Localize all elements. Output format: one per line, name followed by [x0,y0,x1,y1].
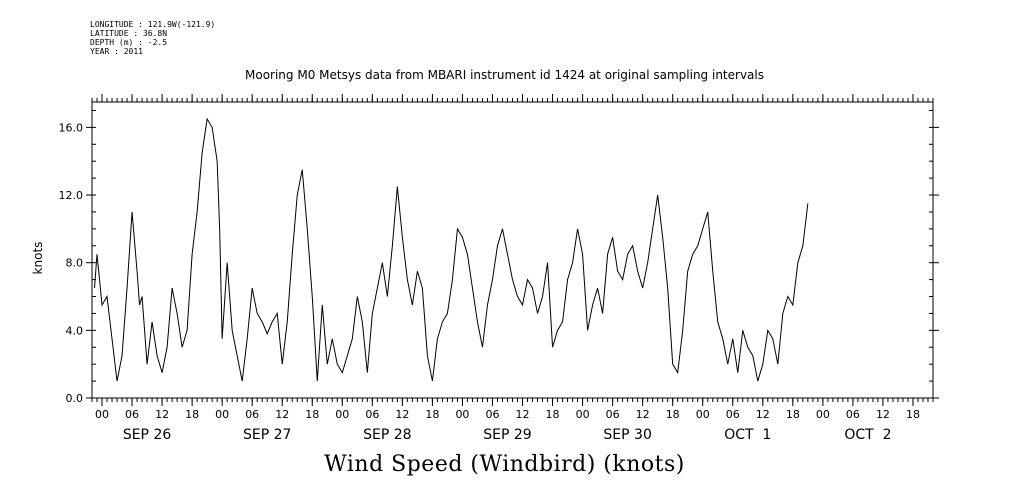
x-hour-label: 00 [696,408,710,421]
x-hour-label: 12 [395,408,409,421]
longitude-text: LONGITUDE : 121.9W(-121.9) [90,20,216,29]
x-hour-label: 12 [275,408,289,421]
x-hour-label: 00 [215,408,229,421]
x-day-label: SEP 30 [603,427,651,443]
x-day-label: OCT 1 [724,427,771,443]
x-hour-label: 18 [425,408,439,421]
x-hour-label: 06 [125,408,139,421]
x-day-label: SEP 28 [363,427,411,443]
depth-text: DEPTH (m) : -2.5 [90,38,168,47]
x-hour-label: 06 [245,408,259,421]
x-day-label: OCT 2 [844,427,891,443]
x-hour-label: 12 [636,408,650,421]
x-hour-label: 12 [876,408,890,421]
x-hour-label: 06 [606,408,620,421]
wind-speed-series-line [94,117,809,382]
y-tick-label: 16.0 [59,121,84,134]
x-hour-label: 06 [726,408,740,421]
x-hour-label: 18 [305,408,319,421]
y-tick-label: 12.0 [59,189,84,202]
x-hour-label: 00 [576,408,590,421]
x-hour-label: 06 [846,408,860,421]
x-hour-label: 18 [786,408,800,421]
plot-frame [91,101,934,399]
station-metadata: LONGITUDE : 121.9W(-121.9) LATITUDE : 36… [90,20,215,56]
x-day-label: SEP 27 [243,427,291,443]
x-day-label: SEP 29 [483,427,531,443]
variable-title: Wind Speed (Windbird) (knots) [324,452,685,477]
x-hour-label: 12 [155,408,169,421]
x-hour-label: 00 [95,408,109,421]
y-tick-label: 4.0 [66,324,84,337]
y-axis-label: knots [31,242,45,275]
x-hour-label: 18 [185,408,199,421]
latitude-text: LATITUDE : 36.8N [90,29,168,38]
year-text: YEAR : 2011 [90,47,143,56]
x-hour-label: 00 [816,408,830,421]
x-hour-label: 00 [335,408,349,421]
x-day-label: SEP 26 [123,427,172,443]
x-hour-label: 06 [365,408,379,421]
x-hour-label: 18 [546,408,560,421]
x-hour-label: 18 [906,408,920,421]
x-hour-label: 12 [756,408,770,421]
y-tick-label: 0.0 [66,392,84,405]
x-hour-label: 18 [666,408,680,421]
x-hour-label: 00 [455,408,469,421]
x-hour-label: 06 [485,408,499,421]
y-tick-label: 8.0 [66,257,84,270]
chart-title: Mooring M0 Metsys data from MBARI instru… [245,68,764,82]
x-hour-label: 12 [516,408,530,421]
